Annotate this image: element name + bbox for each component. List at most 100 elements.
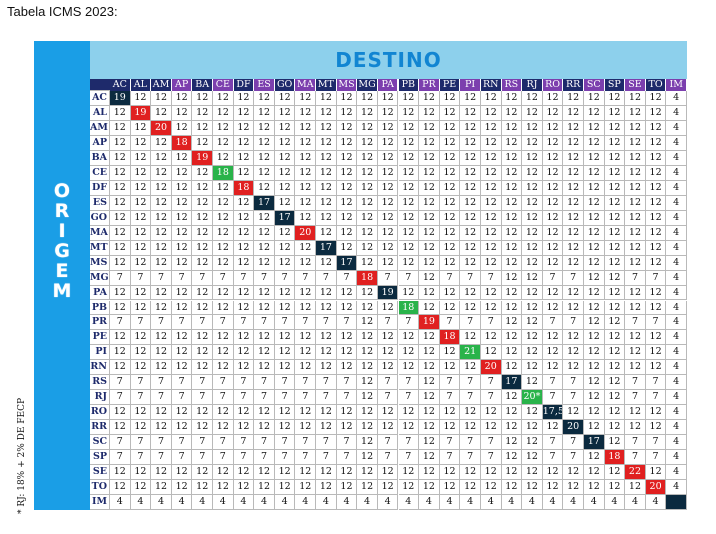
- table-cell: 7: [274, 450, 296, 466]
- table-cell: 12: [522, 105, 543, 121]
- table-cell: 7: [171, 450, 193, 466]
- row-header: SP: [90, 450, 110, 466]
- table-cell: 12: [295, 255, 317, 271]
- table-cell: 12: [151, 165, 172, 181]
- table-cell: 12: [213, 135, 234, 151]
- table-cell: 12: [645, 120, 667, 136]
- row-header: MG: [90, 270, 110, 286]
- table-cell: 12: [439, 180, 461, 196]
- table-cell: 12: [522, 300, 543, 316]
- table-cell: 12: [151, 345, 172, 361]
- table-cell: 7: [460, 375, 481, 391]
- table-cell: 12: [563, 120, 584, 136]
- table-cell: 12: [171, 465, 193, 481]
- table-cell: 12: [295, 91, 317, 106]
- table-cell: 12: [295, 210, 317, 226]
- table-cell: 12: [583, 465, 605, 481]
- table-cell: 12: [316, 135, 337, 151]
- table-cell: 12: [480, 225, 502, 241]
- column-header: RO: [542, 79, 564, 91]
- table-cell: 12: [357, 300, 378, 316]
- column-header: AM: [151, 79, 172, 91]
- table-cell: 4: [274, 495, 296, 510]
- table-cell: 12: [480, 150, 502, 166]
- table-cell: 12: [542, 465, 564, 481]
- row-header: RJ: [90, 390, 110, 406]
- table-cell: 12: [254, 240, 275, 256]
- table-corner: [90, 79, 110, 91]
- table-cell: 12: [295, 165, 317, 181]
- table-cell: 7: [110, 270, 131, 286]
- row-header: RR: [90, 420, 110, 436]
- table-cell: 12: [625, 180, 646, 196]
- table-cell: 12: [604, 255, 626, 271]
- table-cell: 7: [439, 270, 461, 286]
- table-cell: 7: [460, 435, 481, 451]
- table-cell: 12: [110, 195, 131, 211]
- table-cell: 12: [130, 225, 152, 241]
- table-cell: 4: [666, 330, 687, 346]
- column-header: MG: [357, 79, 378, 91]
- diagonal-cell: 17: [501, 375, 523, 391]
- table-cell: 12: [151, 285, 172, 301]
- table-cell: 12: [563, 180, 584, 196]
- table-cell: 12: [501, 240, 523, 256]
- table-cell: 12: [110, 360, 131, 376]
- table-cell: 12: [377, 195, 399, 211]
- table-cell: 12: [460, 150, 481, 166]
- table-cell: 12: [460, 91, 481, 106]
- table-cell: 12: [110, 165, 131, 181]
- table-cell: 12: [522, 285, 543, 301]
- row-header: PR: [90, 315, 110, 331]
- table-cell: 12: [213, 195, 234, 211]
- table-cell: 12: [563, 165, 584, 181]
- table-cell: 12: [357, 135, 378, 151]
- table-cell: 12: [501, 255, 523, 271]
- table-cell: 4: [666, 405, 687, 421]
- table-cell: 12: [522, 240, 543, 256]
- table-cell: 12: [151, 105, 172, 121]
- table-cell: 7: [151, 450, 172, 466]
- table-cell: 12: [274, 240, 296, 256]
- table-cell: 12: [151, 180, 172, 196]
- table-cell: 12: [171, 330, 193, 346]
- table-cell: 7: [398, 375, 420, 391]
- table-cell: 12: [439, 465, 461, 481]
- table-cell: 12: [377, 210, 399, 226]
- table-cell: 12: [419, 480, 440, 496]
- table-cell: 7: [151, 390, 172, 406]
- diagonal-cell: 18: [171, 135, 193, 151]
- table-cell: 12: [439, 120, 461, 136]
- origem-letter: R: [54, 200, 70, 222]
- table-cell: 12: [604, 300, 626, 316]
- table-cell: 12: [233, 300, 255, 316]
- table-cell: 12: [419, 330, 440, 346]
- table-cell: 4: [563, 495, 584, 510]
- table-cell: 7: [542, 390, 564, 406]
- table-cell: 12: [501, 285, 523, 301]
- table-cell: 12: [336, 105, 358, 121]
- table-cell: 7: [151, 435, 172, 451]
- column-header: RN: [480, 79, 502, 91]
- table-cell: 12: [419, 150, 440, 166]
- table-cell: 12: [316, 225, 337, 241]
- table-cell: 12: [171, 120, 193, 136]
- diagonal-cell: 18: [213, 165, 234, 181]
- table-cell: 7: [398, 315, 420, 331]
- table-cell: 12: [563, 91, 584, 106]
- table-cell: 12: [295, 300, 317, 316]
- table-cell: 12: [625, 345, 646, 361]
- table-cell: 12: [563, 360, 584, 376]
- table-cell: 7: [254, 435, 275, 451]
- table-cell: 4: [666, 315, 687, 331]
- table-cell: 12: [460, 105, 481, 121]
- diagonal-cell: 20: [563, 420, 584, 436]
- table-cell: 12: [357, 420, 378, 436]
- table-cell: 12: [419, 120, 440, 136]
- table-cell: 12: [419, 435, 440, 451]
- table-cell: 12: [274, 180, 296, 196]
- table-cell: 12: [522, 210, 543, 226]
- table-cell: 12: [110, 225, 131, 241]
- table-cell: 12: [625, 255, 646, 271]
